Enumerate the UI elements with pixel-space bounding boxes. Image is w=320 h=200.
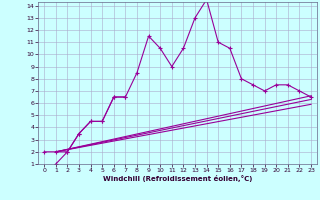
- X-axis label: Windchill (Refroidissement éolien,°C): Windchill (Refroidissement éolien,°C): [103, 175, 252, 182]
